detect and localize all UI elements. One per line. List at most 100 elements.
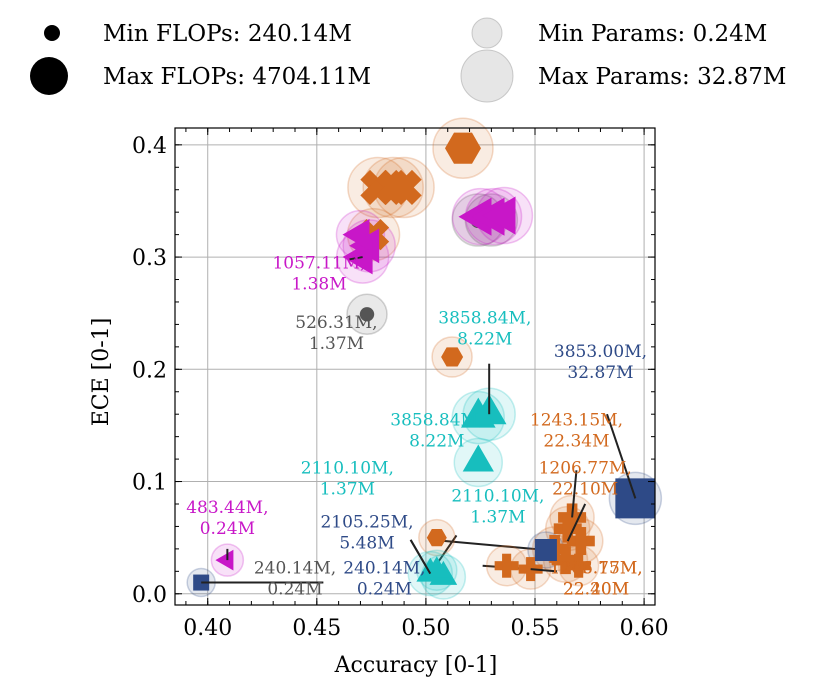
- annotation-label: 2105.25M, 5.48M: [320, 513, 413, 554]
- legend-params-max: Max Params: 32.87M: [538, 64, 786, 90]
- annotation-label: 1243.15M, 22.34M: [530, 410, 623, 451]
- annotation-line: 22.34M: [543, 431, 609, 451]
- point-triangle-left: [482, 196, 516, 235]
- legend-flops-min: Min FLOPs: 240.14M: [103, 21, 352, 47]
- legend-flops-min-marker: [44, 25, 60, 41]
- annotation-line: 1206.77M,: [539, 459, 632, 479]
- point-triangle-left: [215, 549, 234, 571]
- annotation-label: 3858.84M, 8.22M: [390, 410, 483, 451]
- point-plus: [566, 553, 591, 578]
- point-triangle-left: [342, 219, 370, 251]
- point-plus-bar: [574, 553, 584, 578]
- annotation-leader: [571, 470, 578, 518]
- y-tick-label: 0.4: [132, 134, 167, 159]
- x-tick-label: 0.60: [620, 616, 669, 641]
- annotation-line: 1057.11M,: [272, 253, 365, 273]
- annotation-label: 2110.10M, 1.37M: [451, 487, 544, 528]
- point-plus-bar: [560, 546, 571, 575]
- annotation-label: 1206.77M, 22.10M: [539, 459, 632, 500]
- annotation-line: 1206.77M,: [550, 559, 643, 579]
- annotation-line: 1243.15M,: [530, 410, 623, 430]
- annotation-line: 3858.84M,: [438, 308, 531, 328]
- point-triangle: [462, 444, 494, 472]
- annotation-line: 8.22M: [409, 431, 464, 451]
- annotation-line: 240.14M,: [254, 559, 336, 579]
- x-tick-label: 0.40: [183, 616, 232, 641]
- annotation-leader: [409, 539, 432, 575]
- annotation-label: 3858.84M, 8.22M: [438, 308, 531, 349]
- point-circle: [359, 307, 375, 322]
- annotation-line: 22.10M: [552, 480, 618, 500]
- annotation-line: 22.40M: [563, 580, 629, 600]
- annotation-line: 2110.10M,: [301, 459, 394, 479]
- annotation-leader: [566, 503, 587, 542]
- y-tick-label: 0.2: [132, 358, 167, 383]
- annotation-label: 3853.00M, 32.87M: [554, 342, 647, 383]
- x-tick-label: 0.50: [401, 616, 450, 641]
- point-x: [386, 169, 422, 206]
- annotation-leader: [530, 568, 557, 573]
- legend-flops-max: Max FLOPs: 4704.11M: [103, 64, 371, 90]
- point-plus-bar: [575, 527, 587, 556]
- point-triangle: [424, 556, 449, 578]
- annotation-label: 1057.11M, 1.38M: [272, 253, 365, 294]
- connector-line: [432, 538, 546, 552]
- point-x-bar: [386, 169, 422, 206]
- point-plus: [494, 553, 519, 578]
- y-axis-label: ECE [0-1]: [89, 318, 114, 427]
- point-square: [534, 539, 557, 562]
- annotation-line: 1243.15M,: [550, 559, 643, 579]
- annotation-line: 240.14M,: [343, 559, 425, 579]
- annotation-leader: [349, 256, 363, 261]
- y-tick-label: 0.3: [132, 246, 167, 271]
- annotation-line: 3858.84M,: [390, 410, 483, 430]
- annotation-line: 0.24M: [267, 580, 322, 600]
- annotation-line: 1.37M: [309, 334, 364, 354]
- point-plus-bar: [502, 553, 512, 578]
- point-plus: [553, 514, 582, 543]
- legend-params-min: Min Params: 0.24M: [538, 21, 767, 47]
- axes: 0.40 0.45 0.50 0.55 0.60 0.0 0.1 0.2 0.3 0.4: [132, 127, 669, 641]
- legend-params-min-marker: [471, 17, 503, 49]
- point-hexagon: [445, 132, 481, 164]
- annotation-label: 240.14M, 0.24M: [254, 559, 336, 600]
- annotation-line: 2105.25M,: [320, 513, 413, 533]
- annotation-line: 8.22M: [457, 329, 512, 349]
- annotation-line: 526.31M,: [295, 313, 377, 333]
- annotation-line: 32.87M: [567, 363, 633, 383]
- annotation-label: 240.14M, 0.24M: [343, 559, 425, 600]
- annotation-label: 1206.77M, 22.20M: [550, 559, 643, 600]
- annotation-line: 0.24M: [200, 519, 255, 539]
- annotation-line: 1.38M: [291, 274, 346, 294]
- legend-params-max-marker: [460, 49, 514, 103]
- x-axis-label: Accuracy [0-1]: [334, 653, 498, 678]
- annotation-line: 483.44M,: [186, 498, 268, 518]
- annotation-line: 1.37M: [320, 480, 375, 500]
- annotation-line: 0.24M: [357, 580, 412, 600]
- plot-frame: [174, 127, 656, 606]
- x-tick-label: 0.55: [511, 616, 560, 641]
- legend-flops-max-marker: [30, 57, 68, 95]
- point-plus: [551, 546, 580, 575]
- legend: Min FLOPs: 240.14M Max FLOPs: 4704.11M M…: [30, 17, 786, 103]
- annotation-line: 5.48M: [339, 534, 394, 554]
- point-plus-bar: [562, 514, 574, 543]
- annotation-label: 2110.10M, 1.37M: [301, 459, 394, 500]
- point-plus: [566, 527, 595, 556]
- annotation-leader: [606, 413, 637, 499]
- x-tick-label: 0.45: [292, 616, 341, 641]
- annotation-label: 1243.15M, 22.40M: [550, 559, 643, 600]
- annotation-label: 483.44M, 0.24M: [186, 498, 268, 539]
- annotation-line: 22.20M: [563, 580, 629, 600]
- annotation-line: 2110.10M,: [451, 487, 544, 507]
- y-tick-label: 0.0: [132, 583, 167, 608]
- data-markers: [193, 132, 656, 591]
- point-hexagon: [426, 529, 447, 547]
- annotation-line: 3853.00M,: [554, 342, 647, 362]
- grid: [175, 128, 655, 605]
- point-hexagon: [441, 347, 464, 367]
- annotation-line: 1.37M: [470, 508, 525, 528]
- annotation-label: 526.31M, 1.37M: [295, 313, 377, 354]
